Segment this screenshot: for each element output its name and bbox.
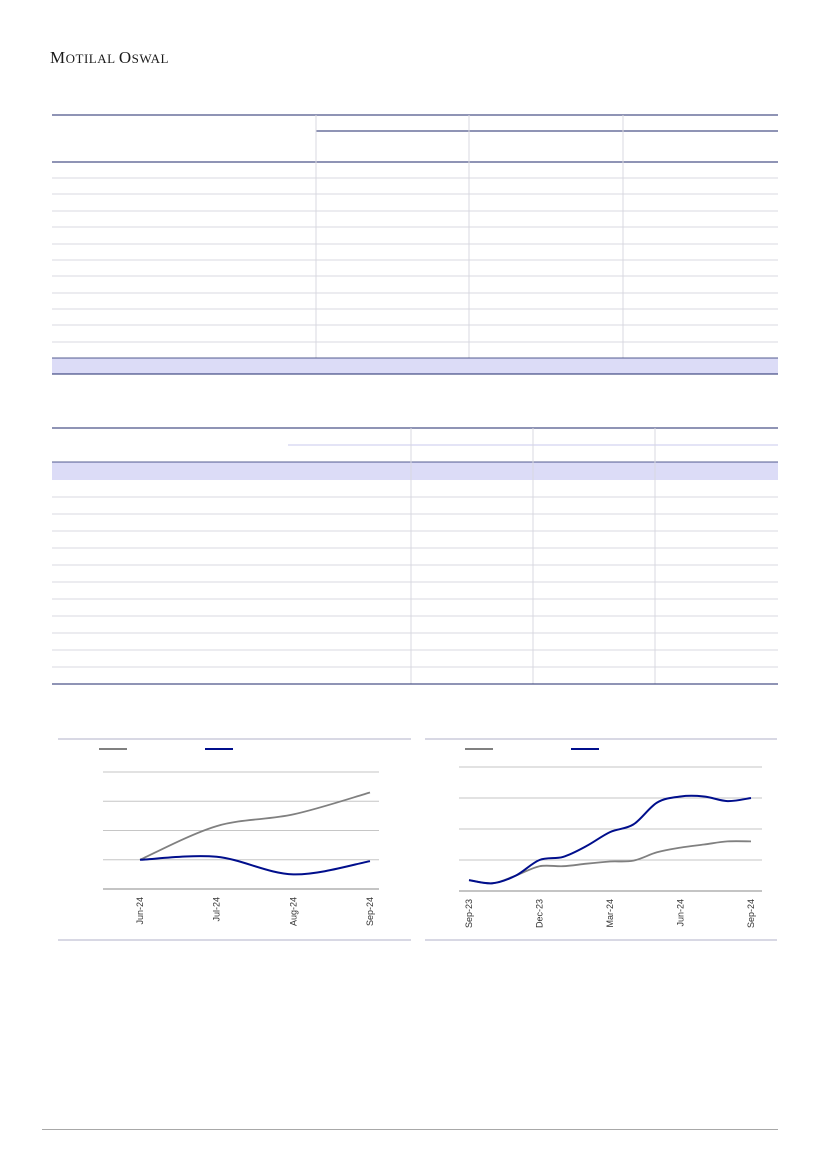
chart-left: Jun-24 Jul-24 Aug-24 Sep-24 bbox=[58, 738, 411, 941]
chart-series-line bbox=[139, 855, 371, 876]
top-table-grid bbox=[52, 115, 778, 358]
chart-tick-label: Jun-24 bbox=[135, 897, 145, 925]
chart-tick-label: Sep-24 bbox=[365, 897, 375, 926]
chart-tick-label: Jul-24 bbox=[212, 897, 222, 922]
footer-rule bbox=[42, 1129, 778, 1130]
chart-tick-label: Sep-24 bbox=[746, 899, 756, 928]
chart-tick-label: Mar-24 bbox=[605, 899, 615, 928]
bottom-table bbox=[52, 427, 778, 685]
chart-tick-label: Jun-24 bbox=[676, 899, 686, 927]
chart-right: Sep-23 Dec-23 Mar-24 Jun-24 Sep-24 bbox=[425, 738, 777, 941]
top-table-header bbox=[52, 114, 778, 163]
brand-logo: Motilal Oswal bbox=[50, 48, 169, 67]
chart-series-line bbox=[468, 794, 752, 885]
bottom-table-highlight-row bbox=[52, 461, 778, 480]
charts: Jun-24 Jul-24 Aug-24 Sep-24 Sep-23 Dec-23 Mar… bbox=[58, 738, 777, 941]
chart-tick-label: Aug-24 bbox=[288, 897, 298, 926]
chart-tick-label: Sep-23 bbox=[464, 899, 474, 928]
top-table-total-row bbox=[52, 357, 778, 375]
bottom-table-grid bbox=[52, 428, 778, 684]
top-table bbox=[52, 114, 778, 375]
logo-word-2: swal bbox=[131, 51, 169, 66]
logo-word-1: otilal bbox=[65, 51, 116, 66]
logo-initial-2: O bbox=[118, 48, 132, 67]
chart-tick-label: Dec-23 bbox=[535, 899, 545, 928]
chart-series-line bbox=[139, 791, 371, 861]
logo-initial-1: M bbox=[50, 48, 66, 67]
